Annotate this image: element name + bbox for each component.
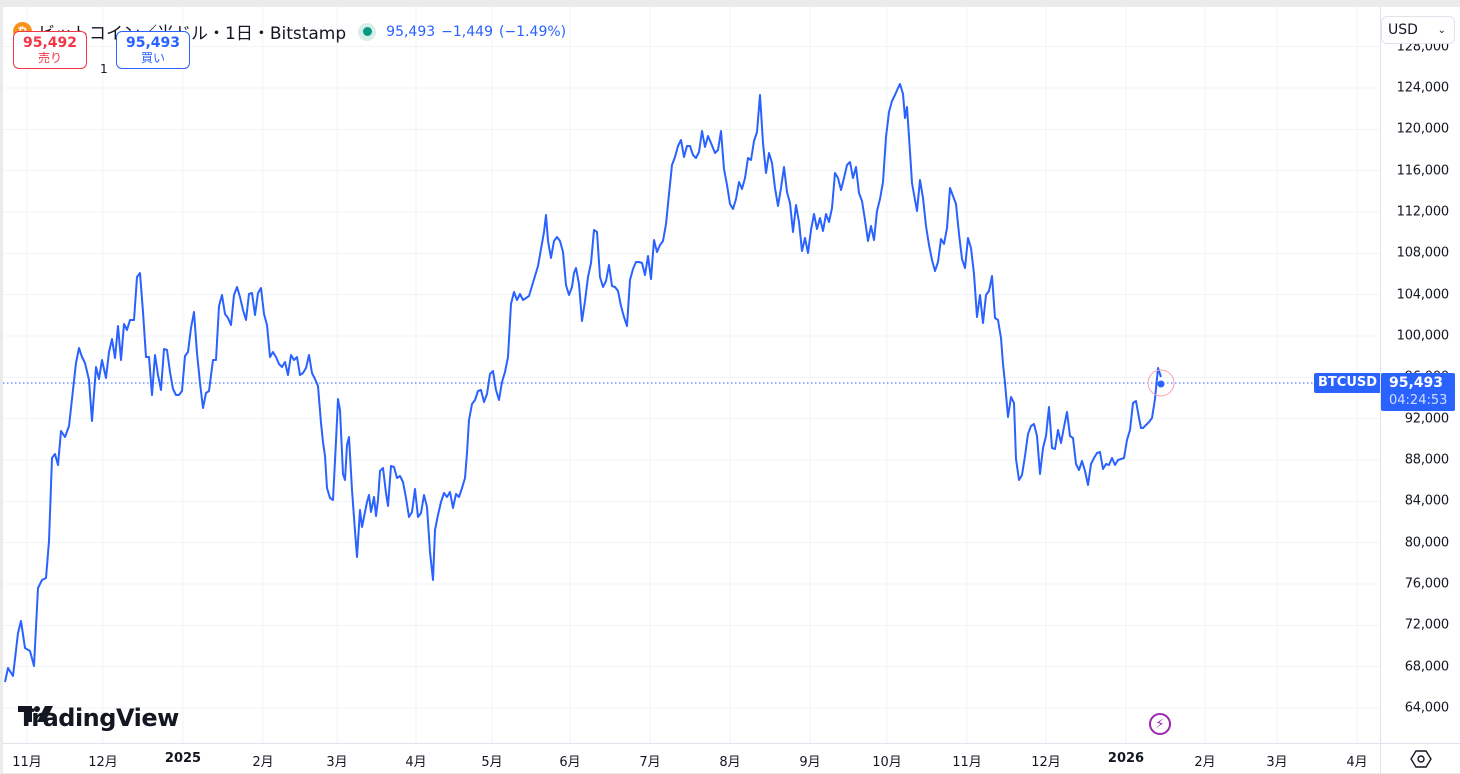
time-tick-label: 10月 <box>872 755 902 770</box>
time-tick-label: 3月 <box>1266 755 1288 770</box>
time-tick-label: 11月 <box>952 755 982 770</box>
time-tick-label: 2月 <box>1194 755 1216 770</box>
time-tick-label: 3月 <box>326 755 348 770</box>
price-tick-label: 68,000 <box>1404 659 1449 675</box>
price-tick-label: 72,000 <box>1404 617 1449 633</box>
time-tick-label: 12月 <box>88 755 118 770</box>
price-line <box>4 83 1162 683</box>
spread-value: 1 <box>100 62 108 76</box>
price-chart[interactable] <box>3 7 1380 743</box>
time-tick-label: 9月 <box>799 755 821 770</box>
price-tick-label: 108,000 <box>1396 245 1450 261</box>
price-tick-label: 80,000 <box>1404 535 1449 551</box>
price-tick-label: 112,000 <box>1396 204 1450 220</box>
currency-value: USD <box>1388 22 1418 38</box>
time-tick-label: 7月 <box>639 755 661 770</box>
time-tick-label: 2026 <box>1107 751 1145 766</box>
tradingview-logo-icon <box>18 706 53 722</box>
time-axis[interactable]: 11月 12月 2025 2月 3月 4月 5月 6月 7月 8月 9月 10月 11月 12月 2026 2… <box>3 743 1380 774</box>
buy-button[interactable]: 95,493 買い <box>116 31 190 69</box>
currency-select[interactable]: USD ⌄ <box>1381 16 1455 44</box>
sell-label: 売り <box>37 50 62 65</box>
time-tick-label: 4月 <box>1346 755 1368 770</box>
symbol-price-label: BTCUSD <box>1314 373 1382 393</box>
sell-button[interactable]: 95,492 売り <box>13 31 87 69</box>
price-tick-label: 104,000 <box>1396 287 1450 303</box>
price-tick-label: 76,000 <box>1404 576 1449 592</box>
time-tick-label: 5月 <box>481 755 503 770</box>
price-tick-label: 84,000 <box>1404 493 1449 509</box>
price-tick-label: 88,000 <box>1404 452 1449 468</box>
chart-settings-button[interactable] <box>1380 743 1460 774</box>
last-price-pulse-ring <box>1147 369 1175 397</box>
price-change-percent: (−1.49%) <box>498 23 567 40</box>
settings-hexagon-icon <box>1410 750 1432 768</box>
buy-price: 95,493 <box>125 34 181 51</box>
chevron-down-icon: ⌄ <box>1437 24 1446 36</box>
price-tick-label: 92,000 <box>1404 411 1449 427</box>
last-price-axis-label: 95,493 04:24:53 <box>1381 373 1455 411</box>
bar-countdown: 04:24:53 <box>1389 393 1448 408</box>
chart-frame: ₿ ビットコイン／米ドル・1日・Bitstamp 95,493−1,449(−1… <box>3 7 1460 774</box>
time-tick-label: 12月 <box>1031 755 1061 770</box>
event-lightning-icon[interactable]: ⚡ <box>1149 713 1171 735</box>
price-tick-label: 120,000 <box>1396 121 1450 137</box>
time-tick-label: 8月 <box>719 755 741 770</box>
last-price-dot <box>1157 380 1165 388</box>
buy-label: 買い <box>140 50 165 65</box>
axis-last-price: 95,493 <box>1389 375 1444 391</box>
chart-plot-area[interactable]: ₿ ビットコイン／米ドル・1日・Bitstamp 95,493−1,449(−1… <box>3 7 1382 743</box>
tradingview-logo[interactable]: TradingView <box>18 704 179 732</box>
price-tick-label: 124,000 <box>1396 80 1450 96</box>
price-tick-label: 116,000 <box>1396 163 1450 179</box>
grid-lines <box>3 7 1380 743</box>
time-tick-label: 2月 <box>252 755 274 770</box>
time-tick-label: 4月 <box>405 755 427 770</box>
symbol-legend: ₿ ビットコイン／米ドル・1日・Bitstamp 95,493−1,449(−1… <box>13 19 572 44</box>
time-tick-label: 2025 <box>164 751 202 766</box>
last-price: 95,493 <box>386 23 436 40</box>
time-tick-label: 6月 <box>559 755 581 770</box>
quote-values: 95,493 −1,449 (−1.49%) <box>386 24 572 40</box>
price-tick-label: 100,000 <box>1396 328 1450 344</box>
price-change: −1,449 <box>441 23 493 40</box>
price-tick-label: 64,000 <box>1404 700 1449 716</box>
time-tick-label: 11月 <box>12 755 42 770</box>
symbol-title[interactable]: ビットコイン／米ドル・1日・Bitstamp <box>38 24 347 44</box>
sell-price: 95,492 <box>22 34 78 51</box>
market-open-status-icon[interactable] <box>358 22 377 41</box>
